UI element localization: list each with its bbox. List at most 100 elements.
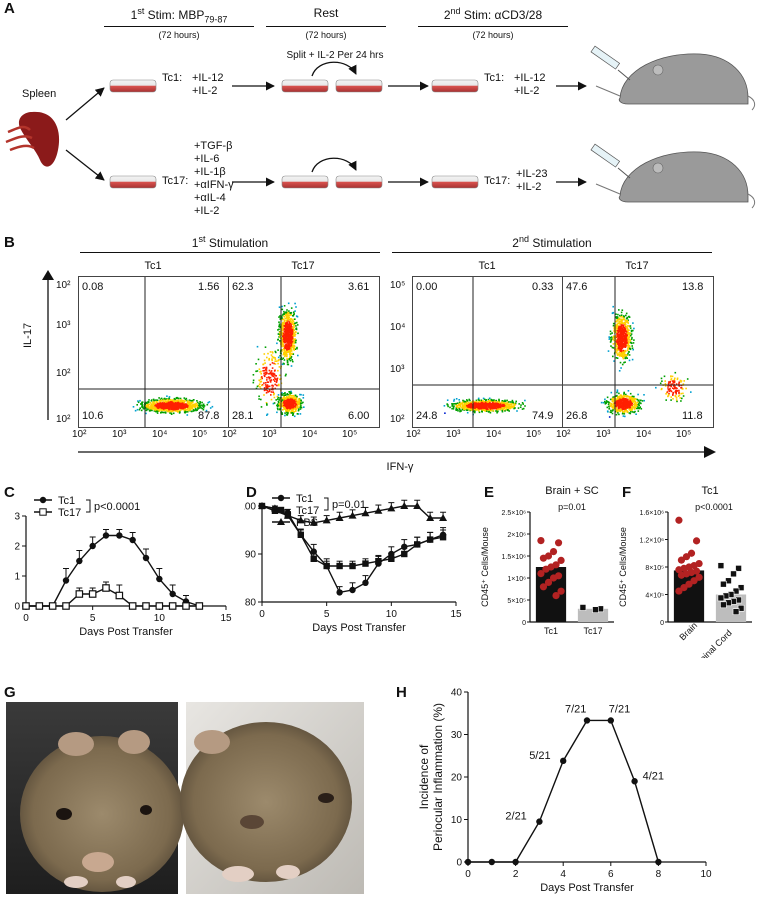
flow-event-dot [137,401,140,404]
data-point [675,516,683,524]
flow-event-dot [141,401,143,404]
data-point [362,579,369,586]
flow-event-dot [498,404,500,407]
flow-event-dot [285,402,288,404]
data-point [375,558,382,565]
flow-event-dot [617,327,620,329]
flow-event-dot [285,330,287,332]
quad-value: 3.61 [348,281,370,293]
flow-event-dot [286,406,288,409]
data-point [388,555,395,562]
flow-event-dot [272,391,274,393]
flow-event-dot [152,403,154,405]
flow-event-dot [680,400,682,402]
flow-event-dot [285,311,288,313]
culture-dish-icon [431,79,479,93]
flow-event-dot [623,399,626,401]
flow-event-dot [290,321,292,324]
quad-value: 62.3 [232,281,254,293]
flow-event-dot [290,396,292,399]
flow-event-dot [281,413,284,415]
flow-event-dot [522,407,525,410]
flow-event-dot [271,374,273,377]
flow-event-dot [260,398,262,401]
flow-event-dot [196,405,199,408]
flow-event-dot [630,330,633,333]
flow-event-dot [613,330,615,332]
flow-event-dot [674,387,677,389]
flow-event-dot [185,403,187,406]
flow-event-dot [490,400,493,402]
flow-event-dot [148,401,150,403]
flow-event-dot [618,343,620,345]
flow-event-dot [620,401,623,403]
flow-event-dot [465,407,468,410]
flow-event-dot [284,326,286,328]
flow-event-dot [623,346,625,348]
flow-event-dot [276,342,278,345]
flow-event-dot [474,411,476,414]
flow-event-dot [274,357,276,359]
flow-event-dot [611,346,614,349]
flow-event-dot [258,379,260,382]
y-tick-label: 80 [245,598,257,609]
flow-event-dot [614,316,617,319]
flow-event-dot [169,404,172,406]
flow-event-dot [636,398,638,401]
stage-3-duration: (72 hours) [472,30,514,40]
flow-event-dot [278,306,281,308]
flow-event-dot [502,409,505,411]
flow-event-dot [286,401,289,404]
data-point [89,542,96,550]
flow-event-dot [283,359,286,361]
flow-event-dot [286,407,289,410]
data-point [283,511,292,519]
data-point [115,591,124,600]
flow-event-dot [177,410,180,413]
flow-event-dot [274,358,277,361]
flow-event-dot [132,406,135,408]
flow-event-dot [188,399,191,402]
flow-event-dot [272,393,275,396]
flow-event-dot [611,332,613,334]
flow-event-dot [628,412,631,414]
flow-event-dot [172,405,175,408]
flow-event-dot [628,395,631,398]
flow-event-dot [281,412,283,414]
flow-event-dot [290,354,292,356]
flow-event-dot [678,381,680,384]
data-point [720,601,727,609]
flow-event-dot [151,408,154,410]
flow-event-dot [291,333,293,336]
flow-event-dot [265,389,267,391]
flow-event-dot [618,410,621,412]
flow-event-dot [141,402,143,404]
flow-event-dot [168,410,171,413]
flow-event-dot [296,315,299,318]
flow-event-dot [286,322,288,325]
flow-event-dot [506,402,508,404]
data-point [730,570,737,578]
flow-event-dot [617,322,619,325]
flow-event-dot [499,408,502,411]
flow-event-dot [282,353,285,356]
flow-event-dot [616,350,619,352]
flow-event-dot [153,403,156,405]
flow-event-dot [293,333,295,335]
flow-event-dot [612,397,615,400]
flow-event-dot [288,320,291,323]
flow-event-dot [277,338,279,341]
flow-event-dot [615,413,618,416]
flow-event-dot [503,404,506,407]
flow-event-dot [277,408,279,411]
flow-xtick: 10⁴ [486,429,502,440]
flow-event-dot [281,399,284,401]
flow-event-dot [283,397,285,399]
flow-event-dot [255,370,257,373]
flow-event-dot [288,318,290,321]
flow-event-dot [456,404,459,407]
flow-event-dot [201,407,203,410]
flow-event-dot [483,403,485,406]
flow-event-dot [269,376,272,379]
flow-event-dot [300,406,303,409]
